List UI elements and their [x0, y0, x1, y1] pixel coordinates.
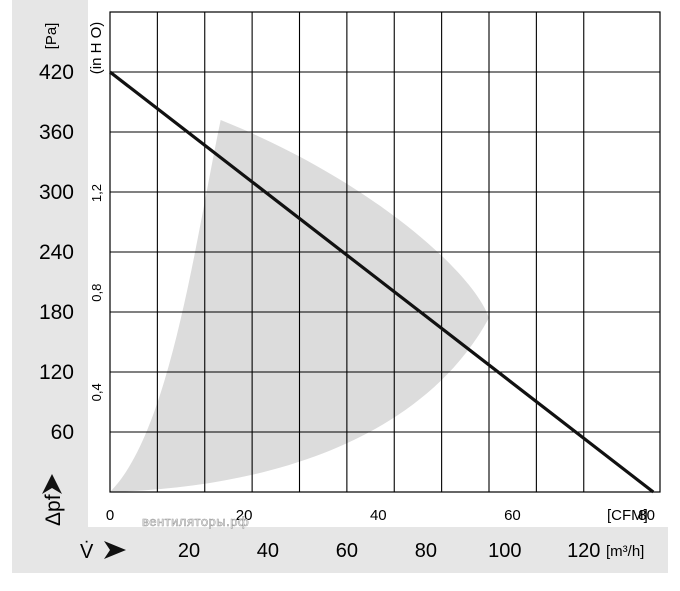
m3h-tick-label: 100 — [488, 540, 521, 562]
pressure-curve — [109, 70, 655, 494]
pressure-axis-label: Δpf — [42, 494, 65, 526]
m3h-tick-label: 60 — [336, 540, 358, 562]
flow-arrow-icon — [104, 541, 126, 559]
pa-tick-label: 240 — [39, 241, 74, 264]
cfm-tick-label: 60 — [504, 507, 521, 524]
pressure-arrow-icon — [42, 474, 62, 494]
inh2o-unit-label: (in H O) — [88, 22, 105, 75]
inh2o-tick-label: 0,8 — [89, 284, 104, 302]
pa-tick-label: 360 — [39, 121, 74, 144]
m3h-unit-label: [m³/h] — [606, 543, 644, 560]
cfm-tick-label: 20 — [236, 507, 253, 524]
inh2o-tick-label: 0,4 — [89, 383, 104, 401]
pa-tick-label: 120 — [39, 361, 74, 384]
m3h-tick-label: 80 — [415, 540, 437, 562]
cfm-unit-label: [CFM] — [607, 507, 648, 524]
m3h-tick-label: 20 — [178, 540, 200, 562]
flow-axis-label: V̇ — [80, 541, 94, 563]
cfm-tick-label: 40 — [370, 507, 387, 524]
left-axis-band — [12, 0, 88, 573]
inh2o-tick-label: 1,2 — [89, 184, 104, 202]
pa-tick-label: 60 — [51, 421, 74, 444]
plot-frame — [109, 11, 661, 493]
cfm-tick-label: 80 — [638, 507, 655, 524]
cfm-tick-label: 0 — [106, 507, 114, 524]
m3h-tick-label: 40 — [257, 540, 279, 562]
pa-tick-label: 420 — [39, 61, 74, 84]
pa-tick-label: 180 — [39, 301, 74, 324]
m3h-tick-label: 120 — [567, 540, 600, 562]
pa-unit-label: [Pa] — [43, 23, 60, 50]
pa-tick-label: 300 — [39, 181, 74, 204]
watermark: вентиляторы.рф — [142, 514, 249, 529]
